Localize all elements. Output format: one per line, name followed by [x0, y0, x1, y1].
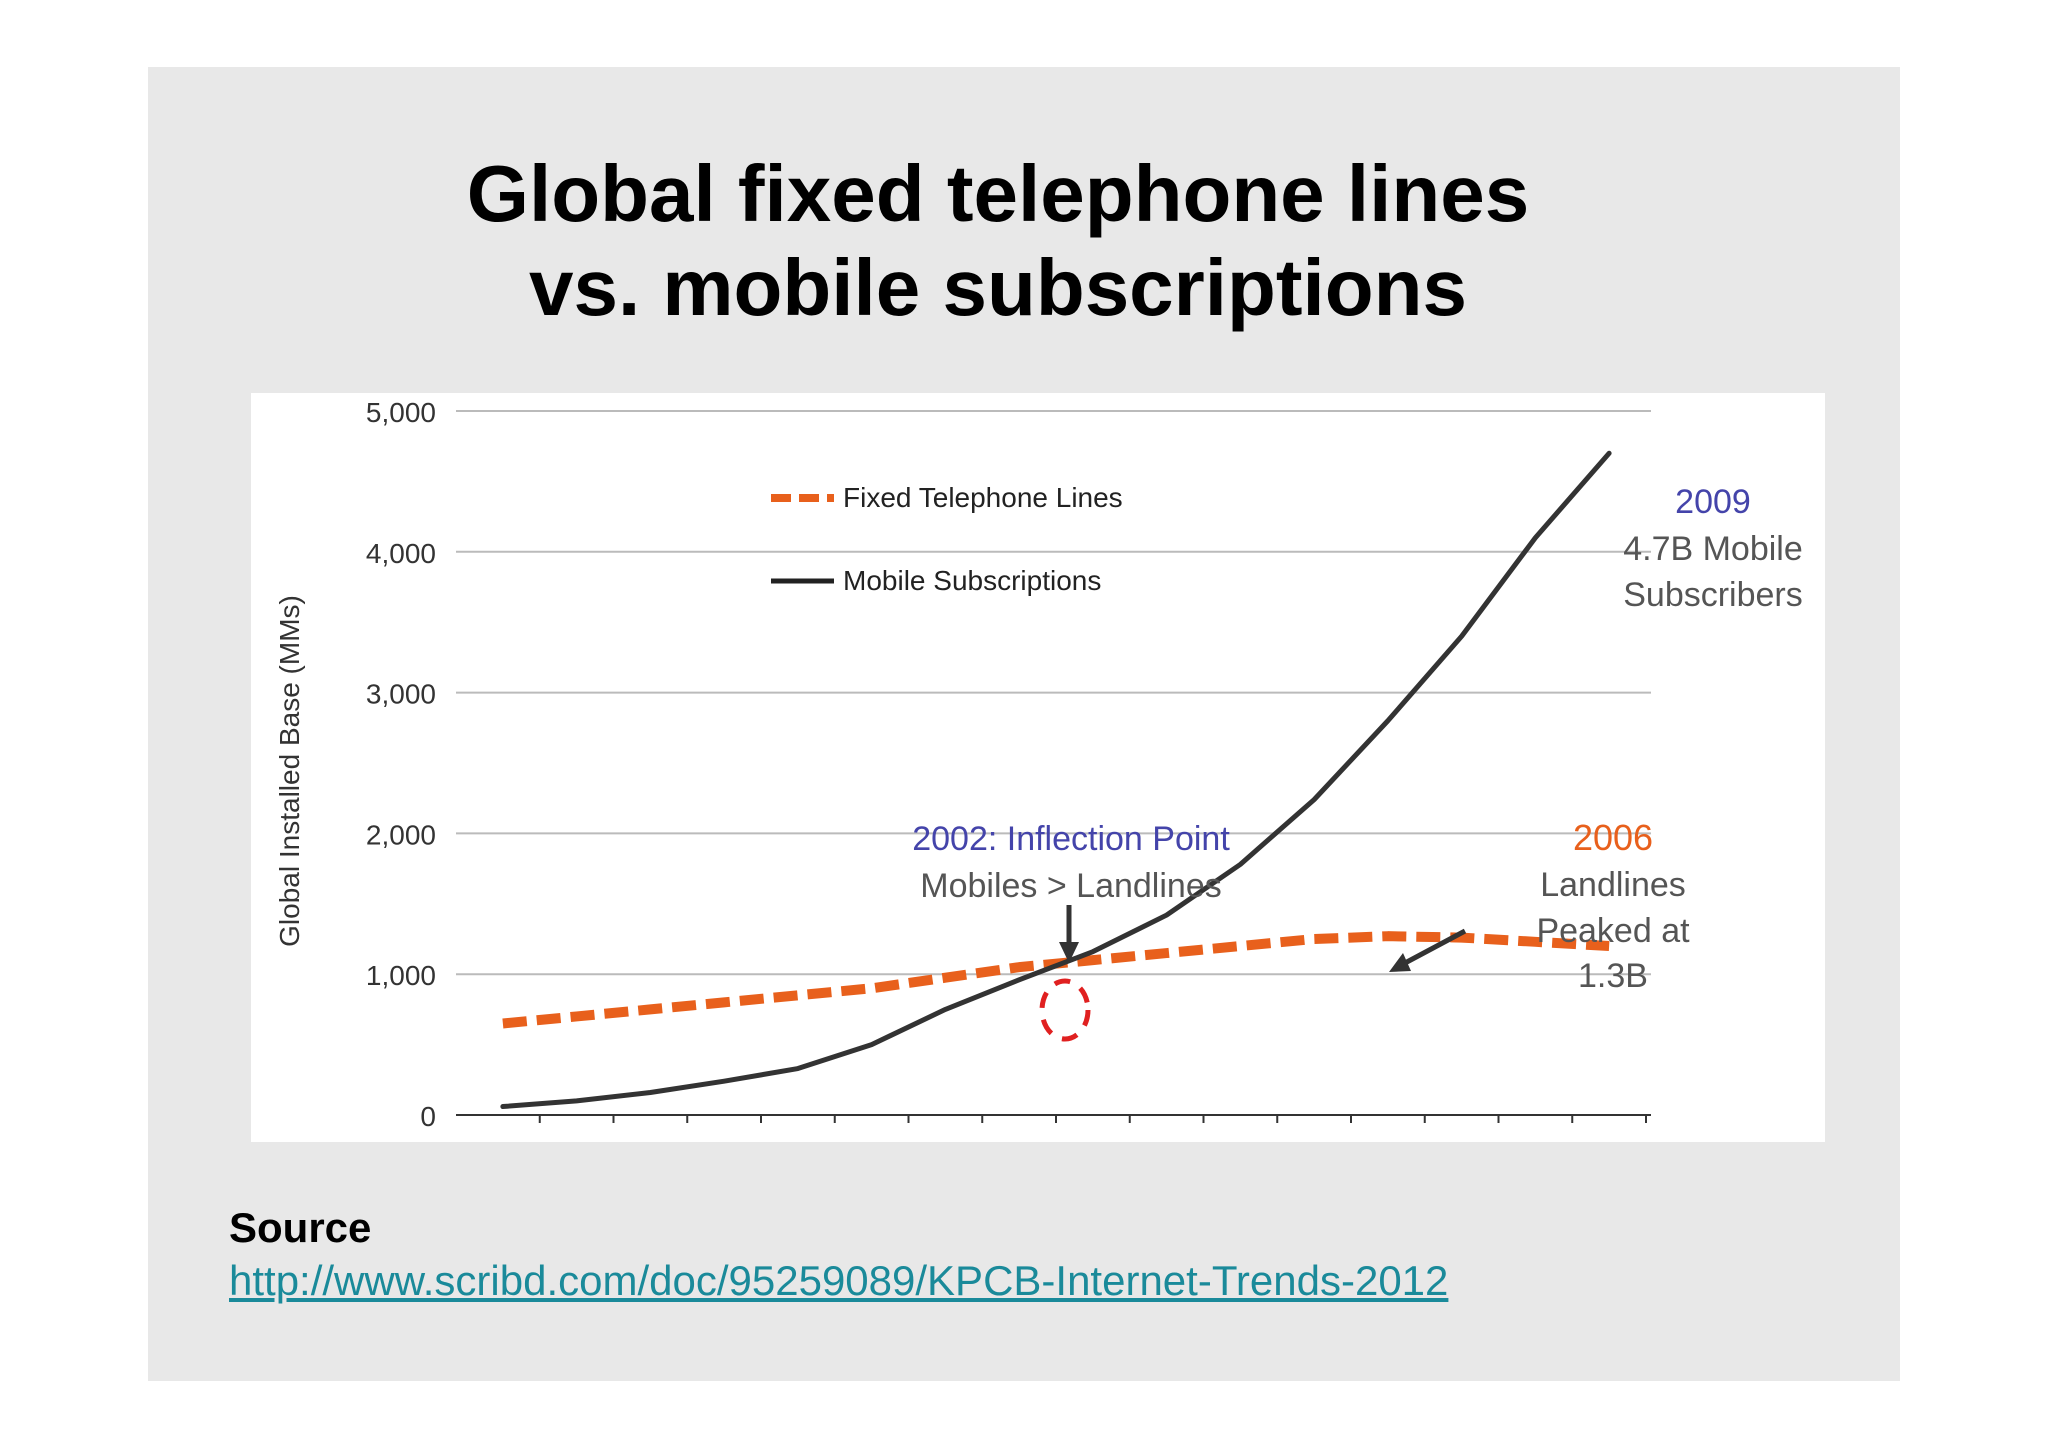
- x-tick-label: 1998: [767, 1138, 829, 1142]
- annotation-peak-line1: 2006: [1573, 817, 1653, 858]
- y-tick-label: 5,000: [366, 397, 436, 428]
- legend-label-mobile: Mobile Subscriptions: [843, 565, 1101, 596]
- grid-layer: [456, 410, 1651, 1116]
- line-chart: 0 1,000 2,000 3,000 4,000 5,000 1994 1996 1998 20…: [274, 397, 1803, 1142]
- slide-title: Global fixed telephone lines vs. mobile …: [148, 147, 1848, 335]
- slide: Global fixed telephone lines vs. mobile …: [148, 67, 1900, 1381]
- peak-arrow-head: [1389, 953, 1411, 972]
- annotation-peak: 2006 Landlines Peaked at 1.3B: [1389, 817, 1690, 995]
- annotation-inflection-line2: Mobiles > Landlines: [920, 867, 1221, 905]
- y-tick-label: 3,000: [366, 679, 436, 710]
- x-tick-label: 1994: [472, 1138, 534, 1142]
- annotation-2009-line1: 2009: [1675, 483, 1751, 521]
- series-line-mobile-subscriptions: [500, 450, 1612, 1110]
- axis-layer: 0 1,000 2,000 3,000 4,000 5,000 1994 1996 1998 20…: [366, 397, 1647, 1142]
- annotation-2009: 2009 4.7B Mobile Subscribers: [1623, 483, 1803, 614]
- y-tick-label: 2,000: [366, 819, 436, 850]
- chart-panel: 0 1,000 2,000 3,000 4,000 5,000 1994 1996 1998 20…: [251, 393, 1825, 1142]
- y-tick-label: 1,000: [366, 960, 436, 991]
- series-line-fixed-telephone-lines: [502, 931, 1610, 1029]
- series-layer: [500, 450, 1612, 1110]
- x-tick-label: 2004: [1209, 1138, 1271, 1142]
- x-tick-label: 2002: [1062, 1138, 1124, 1142]
- source-link[interactable]: http://www.scribd.com/doc/95259089/KPCB-…: [229, 1257, 1449, 1304]
- x-tick-label: 2006: [1357, 1138, 1419, 1142]
- inflection-arrow-head: [1059, 942, 1079, 963]
- source-label: Source: [229, 1204, 372, 1251]
- annotation-peak-line3: Peaked at: [1536, 912, 1690, 950]
- title-line-1: Global fixed telephone lines: [466, 149, 1530, 238]
- legend: Fixed Telephone Lines Mobile Subscriptio…: [771, 482, 1123, 596]
- annotation-peak-line4: 1.3B: [1578, 957, 1648, 995]
- annotation-inflection-line1: 2002: Inflection Point: [912, 820, 1230, 858]
- y-axis-label: Global Installed Base (MMs): [274, 595, 305, 947]
- annotation-inflection: 2002: Inflection Point Mobiles > Landlin…: [912, 820, 1230, 1042]
- x-tick-label: 1996: [619, 1138, 681, 1142]
- y-tick-label: 0: [420, 1101, 436, 1132]
- annotation-peak-line2: Landlines: [1540, 866, 1686, 904]
- legend-label-fixed: Fixed Telephone Lines: [843, 482, 1123, 513]
- peak-arrow-shaft: [1403, 928, 1467, 966]
- annotation-2009-line3: Subscribers: [1623, 576, 1803, 614]
- annotation-2009-line2: 4.7B Mobile: [1623, 530, 1803, 568]
- title-line-2: vs. mobile subscriptions: [528, 243, 1467, 332]
- y-tick-label: 4,000: [366, 538, 436, 569]
- x-tick-label: 2000: [914, 1138, 976, 1142]
- x-tick-label: 2008: [1504, 1138, 1566, 1142]
- inflection-circle: [1039, 978, 1091, 1042]
